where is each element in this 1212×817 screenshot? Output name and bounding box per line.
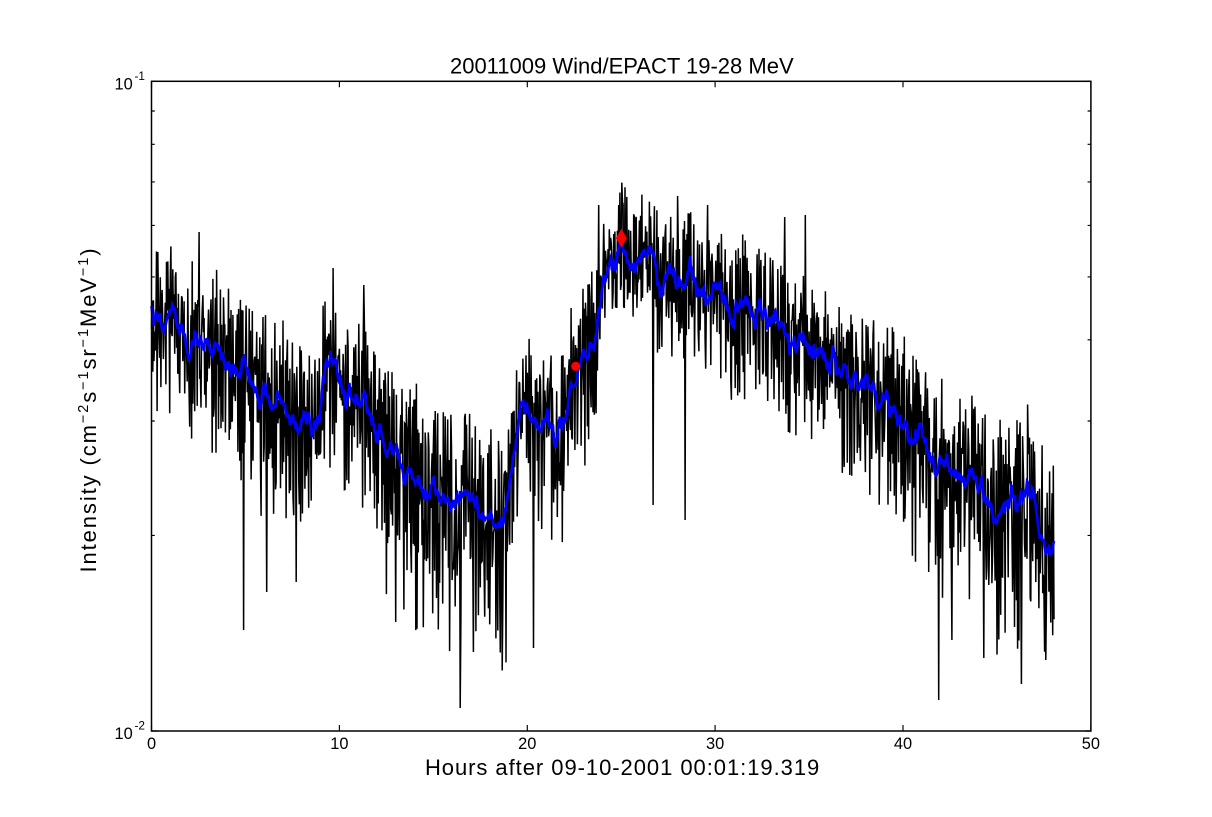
svg-text:10: 10: [115, 725, 133, 743]
svg-text:10: 10: [115, 75, 133, 93]
svg-text:Hours after 09-10-2001 00:01:1: Hours after 09-10-2001 00:01:19.319: [425, 755, 820, 780]
svg-text:20011009 Wind/EPACT 19-28 MeV: 20011009 Wind/EPACT 19-28 MeV: [450, 53, 794, 78]
svg-text:50: 50: [1082, 735, 1100, 753]
svg-text:40: 40: [894, 735, 912, 753]
svg-text:-2: -2: [135, 718, 146, 732]
svg-text:20: 20: [518, 735, 536, 753]
svg-text:Intensity (cm−2s−1sr−1MeV−1): Intensity (cm−2s−1sr−1MeV−1): [76, 247, 101, 573]
svg-text:30: 30: [706, 735, 724, 753]
svg-text:10: 10: [330, 735, 348, 753]
svg-text:0: 0: [147, 735, 156, 753]
svg-text:-1: -1: [135, 69, 146, 83]
